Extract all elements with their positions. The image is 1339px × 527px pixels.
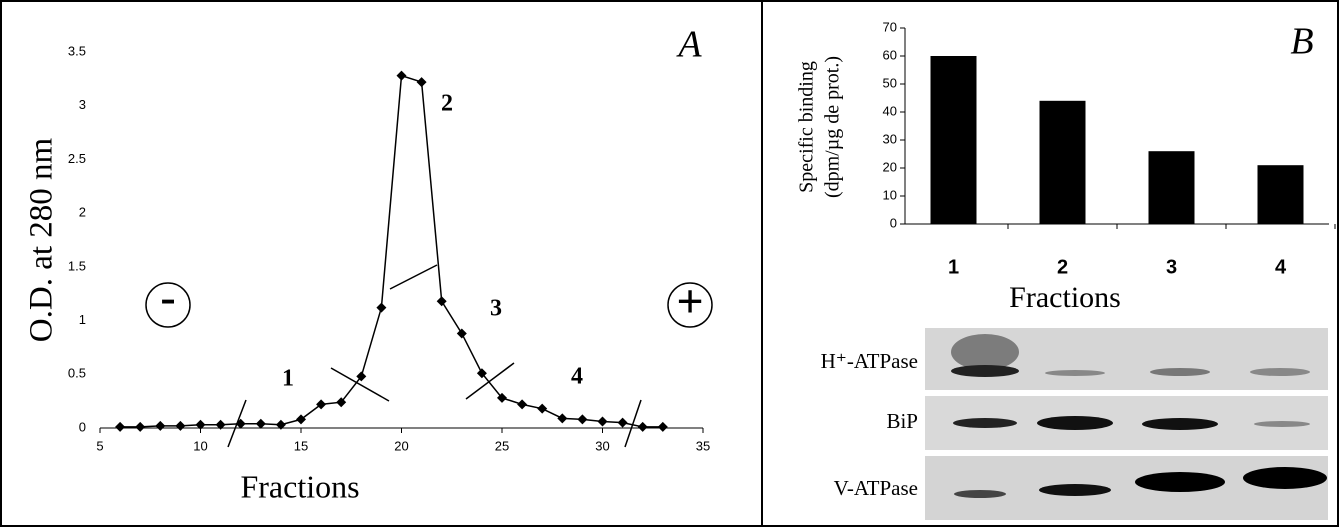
y-tick-label: 0 xyxy=(79,419,86,434)
marker xyxy=(577,414,587,424)
boundary xyxy=(466,363,514,399)
marker xyxy=(135,422,145,432)
blot-band xyxy=(1037,416,1113,430)
panel-label: A xyxy=(675,24,702,66)
marker xyxy=(417,77,427,87)
bar xyxy=(1258,165,1304,224)
marker xyxy=(537,404,547,414)
annotation: 1 xyxy=(282,366,294,392)
blot-band xyxy=(954,490,1006,498)
blot-band xyxy=(1254,421,1310,427)
marker xyxy=(236,419,246,429)
x-tick-label: 5 xyxy=(96,438,103,453)
x-axis-label: Fractions xyxy=(1009,281,1121,314)
annotation: 2 xyxy=(441,91,453,117)
x-tick-label: 2 xyxy=(1057,256,1068,278)
y-axis-label: O.D. at 280 nm xyxy=(24,137,60,342)
y-tick-label: 20 xyxy=(883,159,897,174)
bar xyxy=(1149,151,1195,224)
y-tick-label: 1 xyxy=(79,312,86,327)
blot-band xyxy=(953,418,1017,428)
y-tick-label: 40 xyxy=(883,103,897,118)
panel-label: B xyxy=(1290,21,1313,63)
y-tick-label: 0.5 xyxy=(68,366,86,381)
blot-label: H⁺-ATPase xyxy=(821,349,918,373)
blot-band xyxy=(1142,418,1218,430)
marker xyxy=(598,417,608,427)
marker xyxy=(376,303,386,313)
marker xyxy=(658,422,668,432)
x-axis-label: Fractions xyxy=(240,468,359,504)
y-tick-label: 0 xyxy=(890,215,897,230)
x-tick-label: 10 xyxy=(193,438,207,453)
marker xyxy=(638,422,648,432)
blot-band xyxy=(1039,484,1111,496)
annotation: 4 xyxy=(571,364,583,390)
marker xyxy=(517,399,527,409)
x-tick-label: 25 xyxy=(495,438,509,453)
blot-band xyxy=(1250,368,1310,376)
x-tick-label: 20 xyxy=(394,438,408,453)
blot-label: BiP xyxy=(886,409,918,433)
y-tick-label: 30 xyxy=(883,131,897,146)
marker xyxy=(256,419,266,429)
y-tick-label: 70 xyxy=(883,19,897,34)
blots xyxy=(925,328,1328,520)
annotation: 3 xyxy=(490,296,502,322)
marker xyxy=(557,413,567,423)
y-axis-label: Specific binding xyxy=(796,61,818,193)
y-tick-label: 3 xyxy=(79,97,86,112)
x-tick-label: 4 xyxy=(1275,256,1287,278)
bar xyxy=(1040,101,1086,224)
blot-band xyxy=(1150,368,1210,376)
y-tick-label: 50 xyxy=(883,75,897,90)
y-tick-label: 2 xyxy=(79,205,86,220)
marker xyxy=(457,328,467,338)
y-axis-label: (dpm/µg de prot.) xyxy=(822,56,844,198)
marker xyxy=(397,71,407,81)
x-tick-label: 3 xyxy=(1166,256,1177,278)
y-tick-label: 10 xyxy=(883,187,897,202)
figure: 00.511.522.533.55101520253035FractionsO.… xyxy=(0,0,1339,527)
marker xyxy=(175,421,185,431)
y-tick-label: 2.5 xyxy=(68,151,86,166)
marker xyxy=(155,421,165,431)
y-tick-label: 60 xyxy=(883,47,897,62)
blot-band xyxy=(1243,467,1327,489)
y-tick-label: 3.5 xyxy=(68,43,86,58)
blot-label: V-ATPase xyxy=(834,476,918,500)
marker xyxy=(115,422,125,432)
marker xyxy=(437,296,447,306)
boundary xyxy=(390,265,437,289)
y-tick-label: 1.5 xyxy=(68,258,86,273)
blot-band xyxy=(951,365,1019,377)
x-tick-label: 30 xyxy=(595,438,609,453)
blot-band xyxy=(951,334,1019,370)
x-tick-label: 1 xyxy=(948,256,959,278)
annotation: + xyxy=(676,275,703,328)
x-tick-label: 15 xyxy=(294,438,308,453)
blot-band xyxy=(1045,370,1105,376)
bar xyxy=(931,56,977,224)
x-tick-label: 35 xyxy=(696,438,710,453)
marker xyxy=(618,418,628,428)
annotation: - xyxy=(160,272,175,323)
blot-band xyxy=(1135,472,1225,492)
